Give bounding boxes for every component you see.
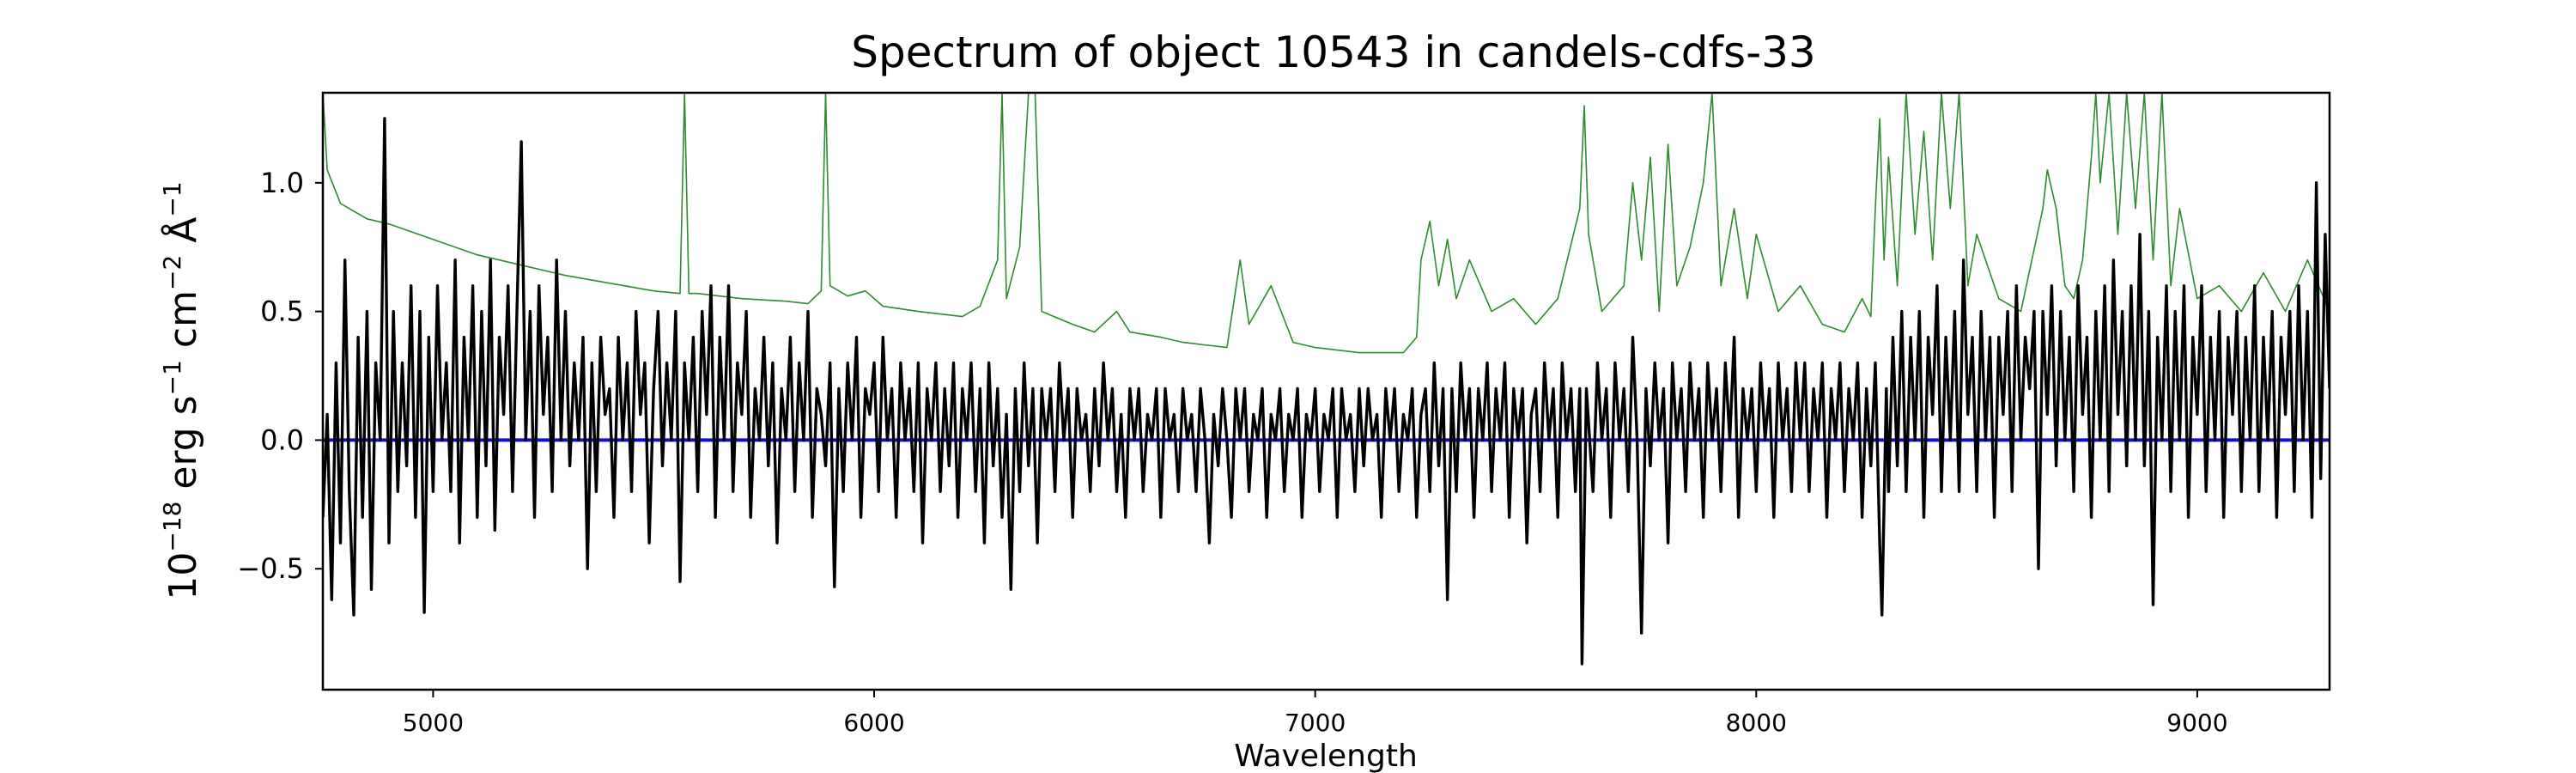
y-label-base-exp: −18 (158, 502, 186, 552)
x-axis-label: Wavelength (1234, 739, 1418, 773)
y-label-base: 10 (161, 552, 205, 600)
x-tick-label: 5000 (403, 709, 464, 737)
x-tick-label: 8000 (1726, 709, 1787, 737)
y-axis-label: 10−18 erg s−1 cm−2 Å−1 (158, 181, 205, 600)
y-label-cm: cm (161, 290, 205, 348)
chart-title: Spectrum of object 10543 in candels-cdfs… (851, 27, 1816, 77)
y-label-ang-exp: −1 (158, 181, 186, 216)
y-tick-label: −0.5 (237, 552, 304, 585)
y-tick-label: 0.0 (260, 423, 304, 456)
plot-frame (321, 91, 2331, 691)
y-tick-label: 1.0 (260, 167, 304, 199)
x-tick-label: 9000 (2166, 709, 2227, 737)
flux-series-line (323, 117, 2330, 666)
y-label-ang: Å (160, 217, 205, 243)
error-series-line (323, 93, 2330, 354)
y-label-s-exp: −1 (158, 360, 186, 395)
series-layer (323, 93, 2330, 666)
x-tick-label: 7000 (1285, 709, 1346, 737)
y-tick-label: 0.5 (260, 295, 304, 328)
y-label-cm-exp: −2 (158, 255, 186, 290)
y-label-erg: erg s (161, 395, 205, 489)
y-axis: −0.5 0.0 0.5 1.0 (237, 167, 323, 585)
x-axis: 5000 6000 7000 8000 9000 (403, 690, 2228, 737)
x-tick-label: 6000 (843, 709, 904, 737)
